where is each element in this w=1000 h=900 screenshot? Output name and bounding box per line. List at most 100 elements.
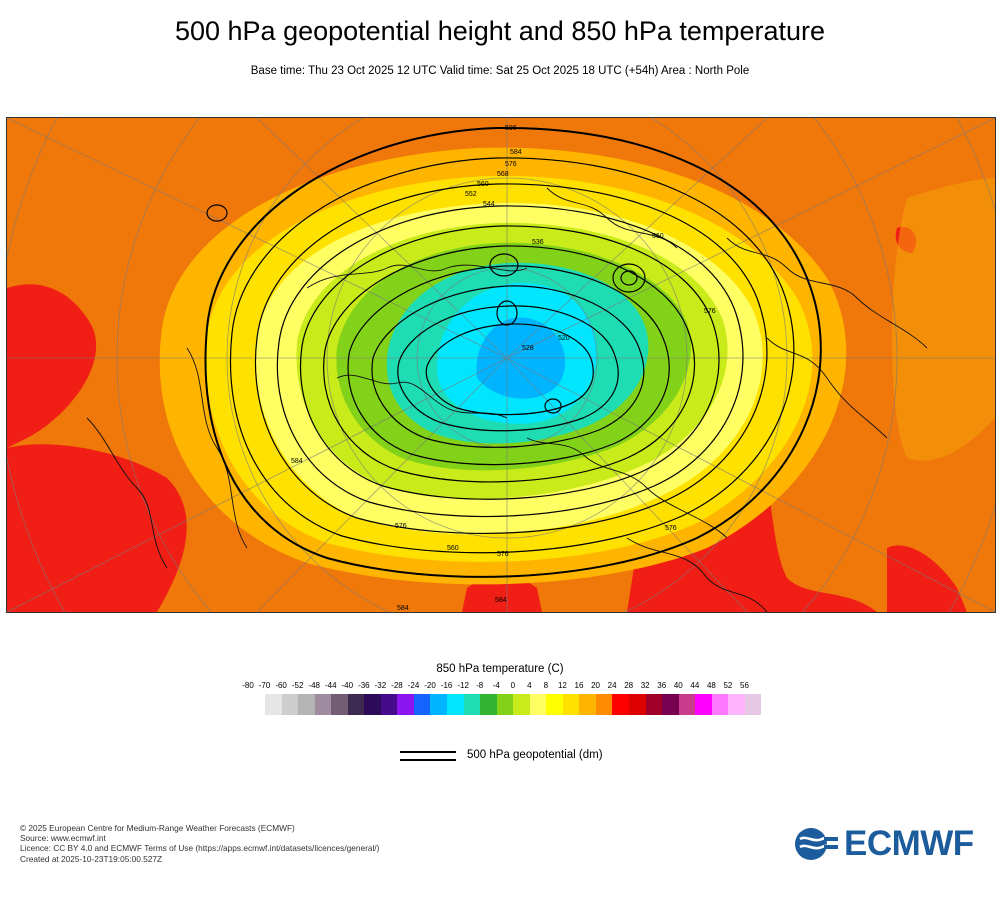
contour-label: 596 (505, 125, 517, 132)
chart-title: 500 hPa geopotential height and 850 hPa … (174, 16, 825, 46)
colorbar-tick-label: -36 (358, 681, 370, 690)
contour-label: 560 (477, 181, 489, 188)
contour-label: 560 (447, 545, 459, 552)
contour-label: 576 (395, 523, 407, 530)
footer-line: © 2025 European Centre for Medium-Range … (20, 823, 295, 833)
colorbar-tick-label: -8 (476, 681, 484, 690)
colorbar-tick-label: -4 (492, 681, 500, 690)
contour-label: 576 (704, 308, 716, 315)
colorbar-swatch (513, 694, 530, 715)
colorbar-swatch (711, 694, 729, 715)
footer-credits: © 2025 European Centre for Medium-Range … (20, 823, 379, 864)
colorbar-swatch (612, 694, 630, 715)
colorbar-tick-label: -70 (258, 681, 271, 690)
colorbar-swatch (662, 694, 679, 715)
colorbar-swatch (744, 694, 762, 715)
colorbar-swatch (364, 694, 381, 715)
footer-line: Created at 2025-10-23T19:05:00.527Z (20, 853, 163, 864)
colorbar-tick-label: -12 (457, 681, 469, 690)
colorbar-swatch (331, 694, 348, 715)
colorbar-swatch (347, 694, 365, 715)
geopotential-contours (204, 126, 822, 578)
orange-light-band-east (892, 178, 995, 461)
geopotential-legend-line (400, 751, 456, 753)
colorbar-swatch (595, 694, 613, 715)
temperature-legend-title: 850 hPa temperature (C) (436, 663, 564, 675)
colorbar-tick-label: 4 (527, 681, 532, 690)
colorbar-tick-label: 16 (574, 681, 584, 690)
contour-label: 576 (497, 551, 509, 558)
contour-label: 560 (652, 233, 664, 240)
contour-label: 584 (510, 149, 522, 156)
colorbar-tick-label: -28 (391, 681, 403, 690)
geopotential-legend-label: 500 hPa geopotential (dm) (467, 749, 603, 761)
colorbar-tick-label: 12 (557, 681, 567, 690)
colorbar-tick-label: 32 (640, 681, 650, 690)
contour-label-group: 596 584 576 568 560 552 544 536 528 520 … (291, 125, 716, 612)
contour-label: 520 (558, 335, 570, 342)
colorbar-tick-label: -20 (424, 681, 436, 690)
north-pole-map: 596 584 576 568 560 552 544 536 528 520 … (6, 117, 996, 613)
colorbar-swatch (629, 694, 646, 715)
colorbar-swatch (397, 694, 414, 715)
colorbar-swatch (695, 694, 712, 715)
colorbar-swatch (579, 694, 596, 715)
contour-label: 528 (522, 345, 534, 352)
colorbar-tick-label: 0 (510, 681, 516, 690)
colorbar-swatch (447, 694, 464, 715)
footer-line: Source: www.ecmwf.int (20, 833, 106, 844)
contour-label: 584 (397, 605, 409, 612)
colorbar-swatch (678, 694, 696, 715)
colorbar-tick-label: -44 (324, 681, 337, 690)
colorbar-swatch (480, 694, 497, 715)
colorbar-swatch (265, 694, 282, 715)
contour-label: 552 (465, 191, 477, 198)
colorbar-tick-label: 44 (690, 681, 700, 690)
colorbar-swatch (298, 694, 315, 715)
colorbar-swatch (463, 694, 481, 715)
colorbar-swatch (728, 694, 745, 715)
colorbar-tick-label: 28 (624, 681, 634, 690)
ecmwf-logo-icon (795, 828, 838, 860)
colorbar-swatch (496, 694, 514, 715)
colorbar-swatch (546, 694, 563, 715)
contour-label: 536 (532, 239, 544, 246)
contour-label: 576 (505, 161, 517, 168)
colorbar-tick-label: 8 (543, 681, 549, 690)
chart-subtitle: Base time: Thu 23 Oct 2025 12 UTC Valid … (250, 65, 750, 77)
colorbar-tick-label: 36 (657, 681, 667, 690)
colorbar-tick-label: 48 (706, 681, 716, 690)
colorbar-tick-label: -32 (374, 681, 387, 690)
colorbar-tick-label: -60 (275, 681, 287, 690)
colorbar-swatch (281, 694, 299, 715)
ecmwf-logo: ECMWF (794, 824, 974, 863)
colorbar-swatch (562, 694, 580, 715)
colorbar-tick-label: 56 (740, 681, 749, 690)
contour-label: 584 (495, 597, 507, 604)
colorbar-tick-label: -16 (440, 681, 453, 690)
colorbar-tick-label: -48 (308, 681, 320, 690)
colorbar-tick-label: 20 (591, 681, 600, 690)
contour-label: 568 (497, 171, 509, 178)
contour-label: 584 (291, 458, 303, 465)
colorbar-tick-label: -24 (407, 681, 420, 690)
colorbar-tick-label: -52 (291, 681, 304, 690)
geopotential-legend-line (400, 759, 456, 761)
colorbar-tick-label: -80 (242, 681, 254, 690)
contour-label: 544 (483, 201, 495, 208)
colorbar-swatch (413, 694, 431, 715)
graticule (7, 118, 995, 612)
colorbar-swatch (430, 694, 448, 715)
colorbar-swatch (380, 694, 398, 715)
temperature-colorbar (265, 694, 762, 715)
colorbar-tick-label: -40 (341, 681, 354, 690)
colorbar-tick-label: 24 (607, 681, 617, 690)
colorbar-tick-label: 52 (723, 681, 733, 690)
contour-label: 576 (665, 525, 677, 532)
colorbar-tick-label: 40 (673, 681, 683, 690)
colorbar-swatch (529, 694, 547, 715)
colorbar-swatch (314, 694, 332, 715)
colorbar-swatch (645, 694, 663, 715)
footer-line: Licence: CC BY 4.0 and ECMWF Terms of Us… (20, 843, 380, 854)
map-canvas: 596 584 576 568 560 552 544 536 528 520 … (7, 118, 995, 612)
